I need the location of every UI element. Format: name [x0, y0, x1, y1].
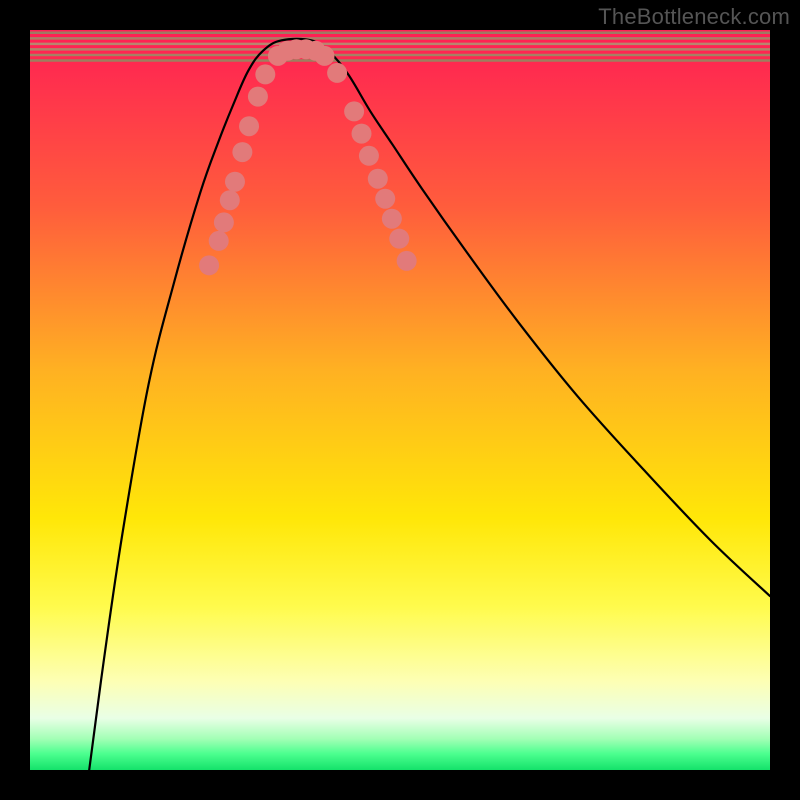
data-marker [344, 101, 364, 121]
chart-frame: TheBottleneck.com [0, 0, 800, 800]
data-marker [352, 124, 372, 144]
data-marker [315, 46, 335, 66]
data-marker [327, 63, 347, 83]
data-marker [389, 229, 409, 249]
data-marker [220, 190, 240, 210]
data-marker [397, 251, 417, 271]
watermark-text: TheBottleneck.com [598, 4, 790, 30]
data-marker [214, 212, 234, 232]
bottleneck-curve-chart [0, 0, 800, 800]
data-marker [382, 209, 402, 229]
data-marker [239, 116, 259, 136]
data-marker [225, 172, 245, 192]
data-marker [199, 255, 219, 275]
data-marker [248, 87, 268, 107]
data-marker [209, 231, 229, 251]
data-marker [255, 64, 275, 84]
chart-background-gradient [30, 30, 770, 770]
data-marker [232, 142, 252, 162]
data-marker [375, 189, 395, 209]
data-marker [368, 169, 388, 189]
data-marker [359, 146, 379, 166]
